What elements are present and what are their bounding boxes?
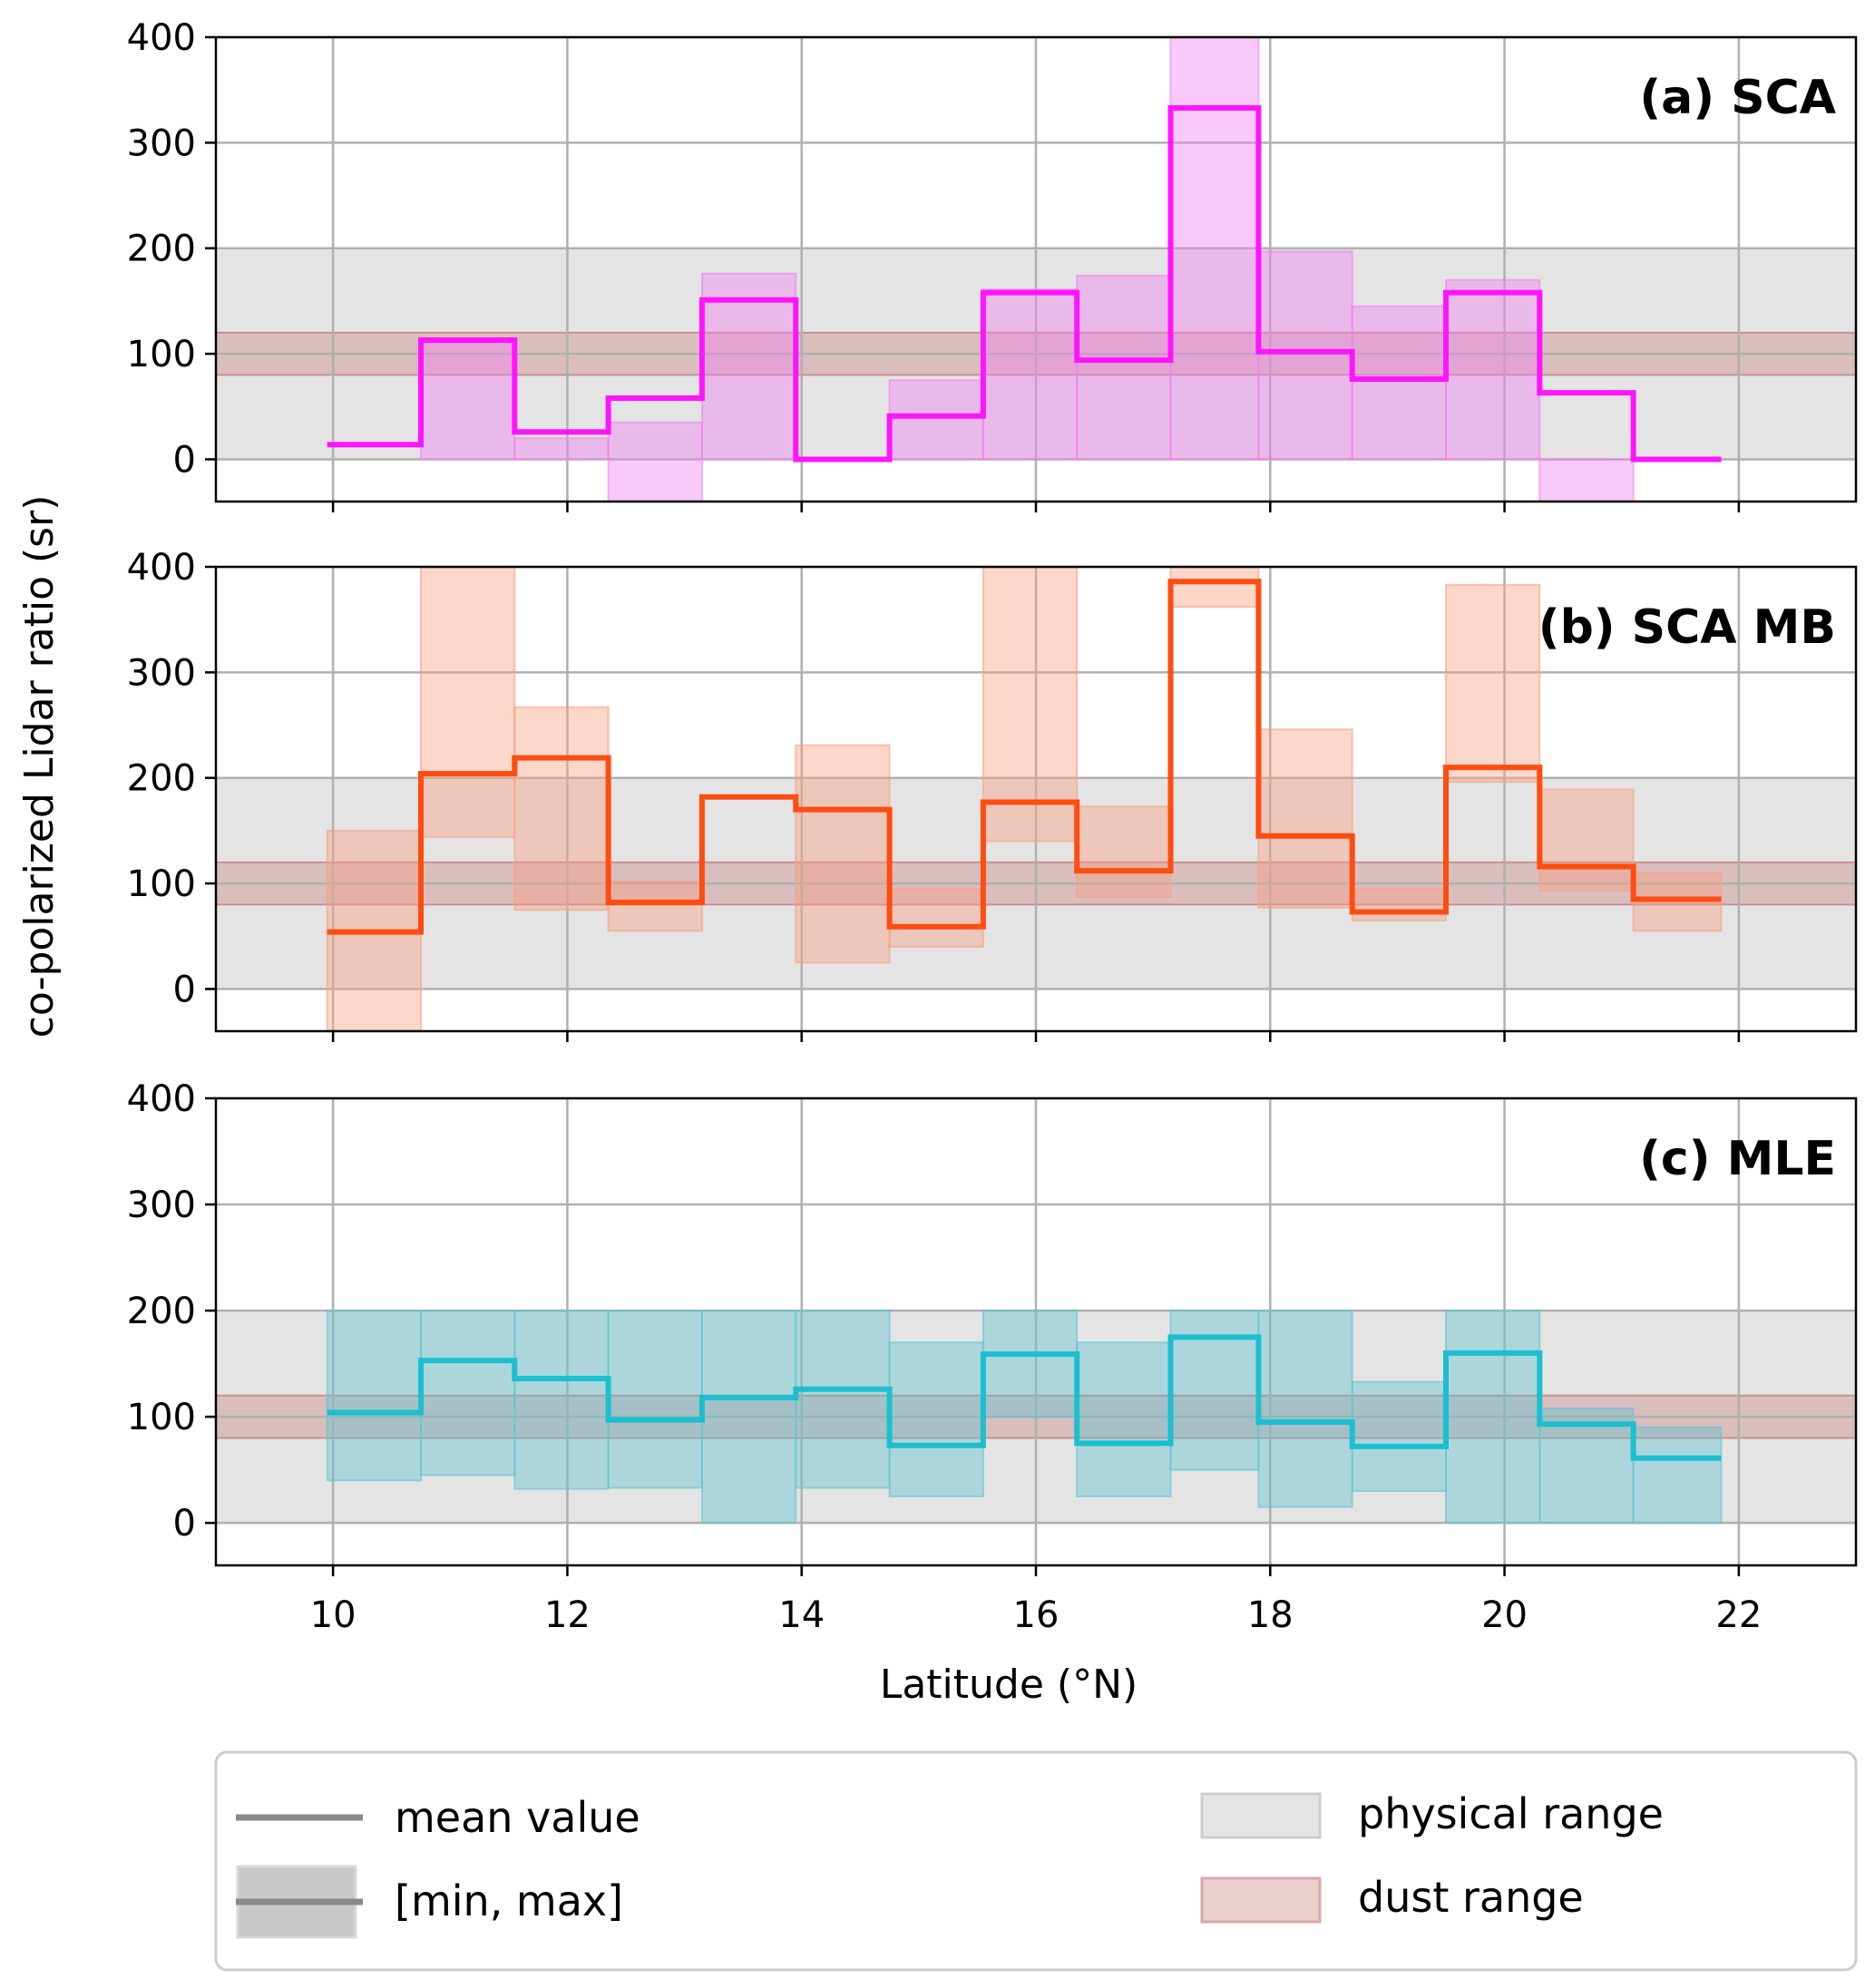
panel-2: 0 100 200 300 400 (b) SCA MB: [127, 547, 1858, 1042]
x-tick-label: 18: [1247, 1594, 1294, 1636]
legend-mean-label: mean value: [395, 1793, 640, 1842]
legend-dust-label: dust range: [1358, 1873, 1584, 1922]
minmax-band: [607, 421, 703, 502]
minmax-band: [888, 379, 984, 461]
minmax-band: [795, 744, 891, 964]
y-tick-label: 400: [127, 547, 196, 589]
panel-title: (a) SCA: [1639, 71, 1836, 125]
y-tick-label: 100: [127, 1397, 196, 1438]
minmax-band: [1632, 1426, 1723, 1525]
panel-plot-area: [216, 567, 1856, 1031]
minmax-band: [1076, 274, 1172, 461]
mean-step-line: [327, 579, 1722, 935]
minmax-band: [1538, 1407, 1635, 1525]
minmax-band: [1257, 728, 1353, 909]
legend: mean value [min, max] physical range dus…: [214, 1750, 1858, 1972]
minmax-band: [1445, 278, 1541, 461]
minmax-band: [1538, 788, 1635, 892]
minmax-band: [1351, 887, 1447, 921]
minmax-band: [420, 567, 516, 838]
x-tick-label: 20: [1481, 1594, 1528, 1636]
minmax-band: [981, 567, 1079, 843]
minmax-band: [1445, 583, 1541, 784]
minmax-band: [700, 1310, 797, 1525]
minmax-band: [981, 1310, 1079, 1418]
minmax-band: [1257, 1310, 1353, 1508]
y-tick-label: 100: [127, 863, 196, 905]
minmax-band: [420, 342, 516, 461]
y-tick-label: 300: [127, 1184, 196, 1226]
y-tick-label: 200: [127, 1291, 196, 1332]
x-axis-label: Latitude (°N): [880, 1662, 1138, 1708]
y-tick-label: 100: [127, 334, 196, 375]
x-tick-label: 12: [544, 1594, 591, 1636]
panel-plot-area: [216, 1098, 1856, 1565]
y-tick-label: 0: [173, 1503, 196, 1545]
panel-1: 0 100 200 300 400 (a) SCA: [127, 17, 1858, 512]
y-tick-label: 200: [127, 229, 196, 270]
legend-frame: [214, 1750, 1858, 1972]
minmax-band: [1351, 1380, 1447, 1493]
minmax-band: [513, 706, 610, 911]
minmax-band: [513, 437, 610, 461]
minmax-band: [1076, 805, 1172, 899]
y-tick-label: 400: [127, 1078, 196, 1120]
x-tick-label: 10: [310, 1594, 356, 1636]
y-tick-label: 200: [127, 758, 196, 800]
minmax-band: [1169, 37, 1260, 461]
x-tick-label: 22: [1715, 1594, 1762, 1636]
minmax-band: [1076, 1341, 1172, 1497]
minmax-band: [1445, 1310, 1541, 1525]
panel-plot-area: [216, 37, 1856, 502]
minmax-band: [513, 1310, 610, 1490]
legend-minmax-label: [min, max]: [395, 1876, 623, 1925]
y-axis-label: co-polarized Lidar ratio (sr): [16, 495, 63, 1038]
y-tick-label: 400: [127, 17, 196, 59]
legend-dust-swatch: [1200, 1876, 1322, 1924]
minmax-band: [795, 1310, 891, 1489]
y-tick-label: 0: [173, 439, 196, 481]
y-tick-label: 0: [173, 969, 196, 1010]
minmax-band: [1257, 250, 1353, 461]
panel-title: (c) MLE: [1639, 1132, 1836, 1186]
x-tick-label: 14: [778, 1594, 825, 1636]
minmax-band: [888, 887, 984, 948]
minmax-band: [607, 880, 703, 932]
y-tick-label: 300: [127, 652, 196, 694]
panel-title: (b) SCA MB: [1538, 600, 1836, 655]
panel-3: 0 100 200 300 400 (c) MLE 10 12 14 16 18 20 22 Latitu…: [127, 1078, 1858, 1708]
minmax-band: [326, 1310, 422, 1482]
legend-physical-swatch: [1200, 1792, 1322, 1839]
minmax-band: [1169, 567, 1260, 609]
minmax-band: [888, 1341, 984, 1497]
minmax-band: [420, 1310, 516, 1476]
minmax-band: [1351, 305, 1447, 461]
x-tick-label: 16: [1013, 1594, 1060, 1636]
legend-physical-label: physical range: [1358, 1789, 1664, 1838]
minmax-band: [1538, 458, 1635, 502]
mean-step-line: [327, 1334, 1722, 1461]
mean-step-line: [327, 105, 1722, 463]
minmax-band: [981, 288, 1079, 461]
minmax-band: [607, 1310, 703, 1489]
y-tick-label: 300: [127, 122, 196, 164]
